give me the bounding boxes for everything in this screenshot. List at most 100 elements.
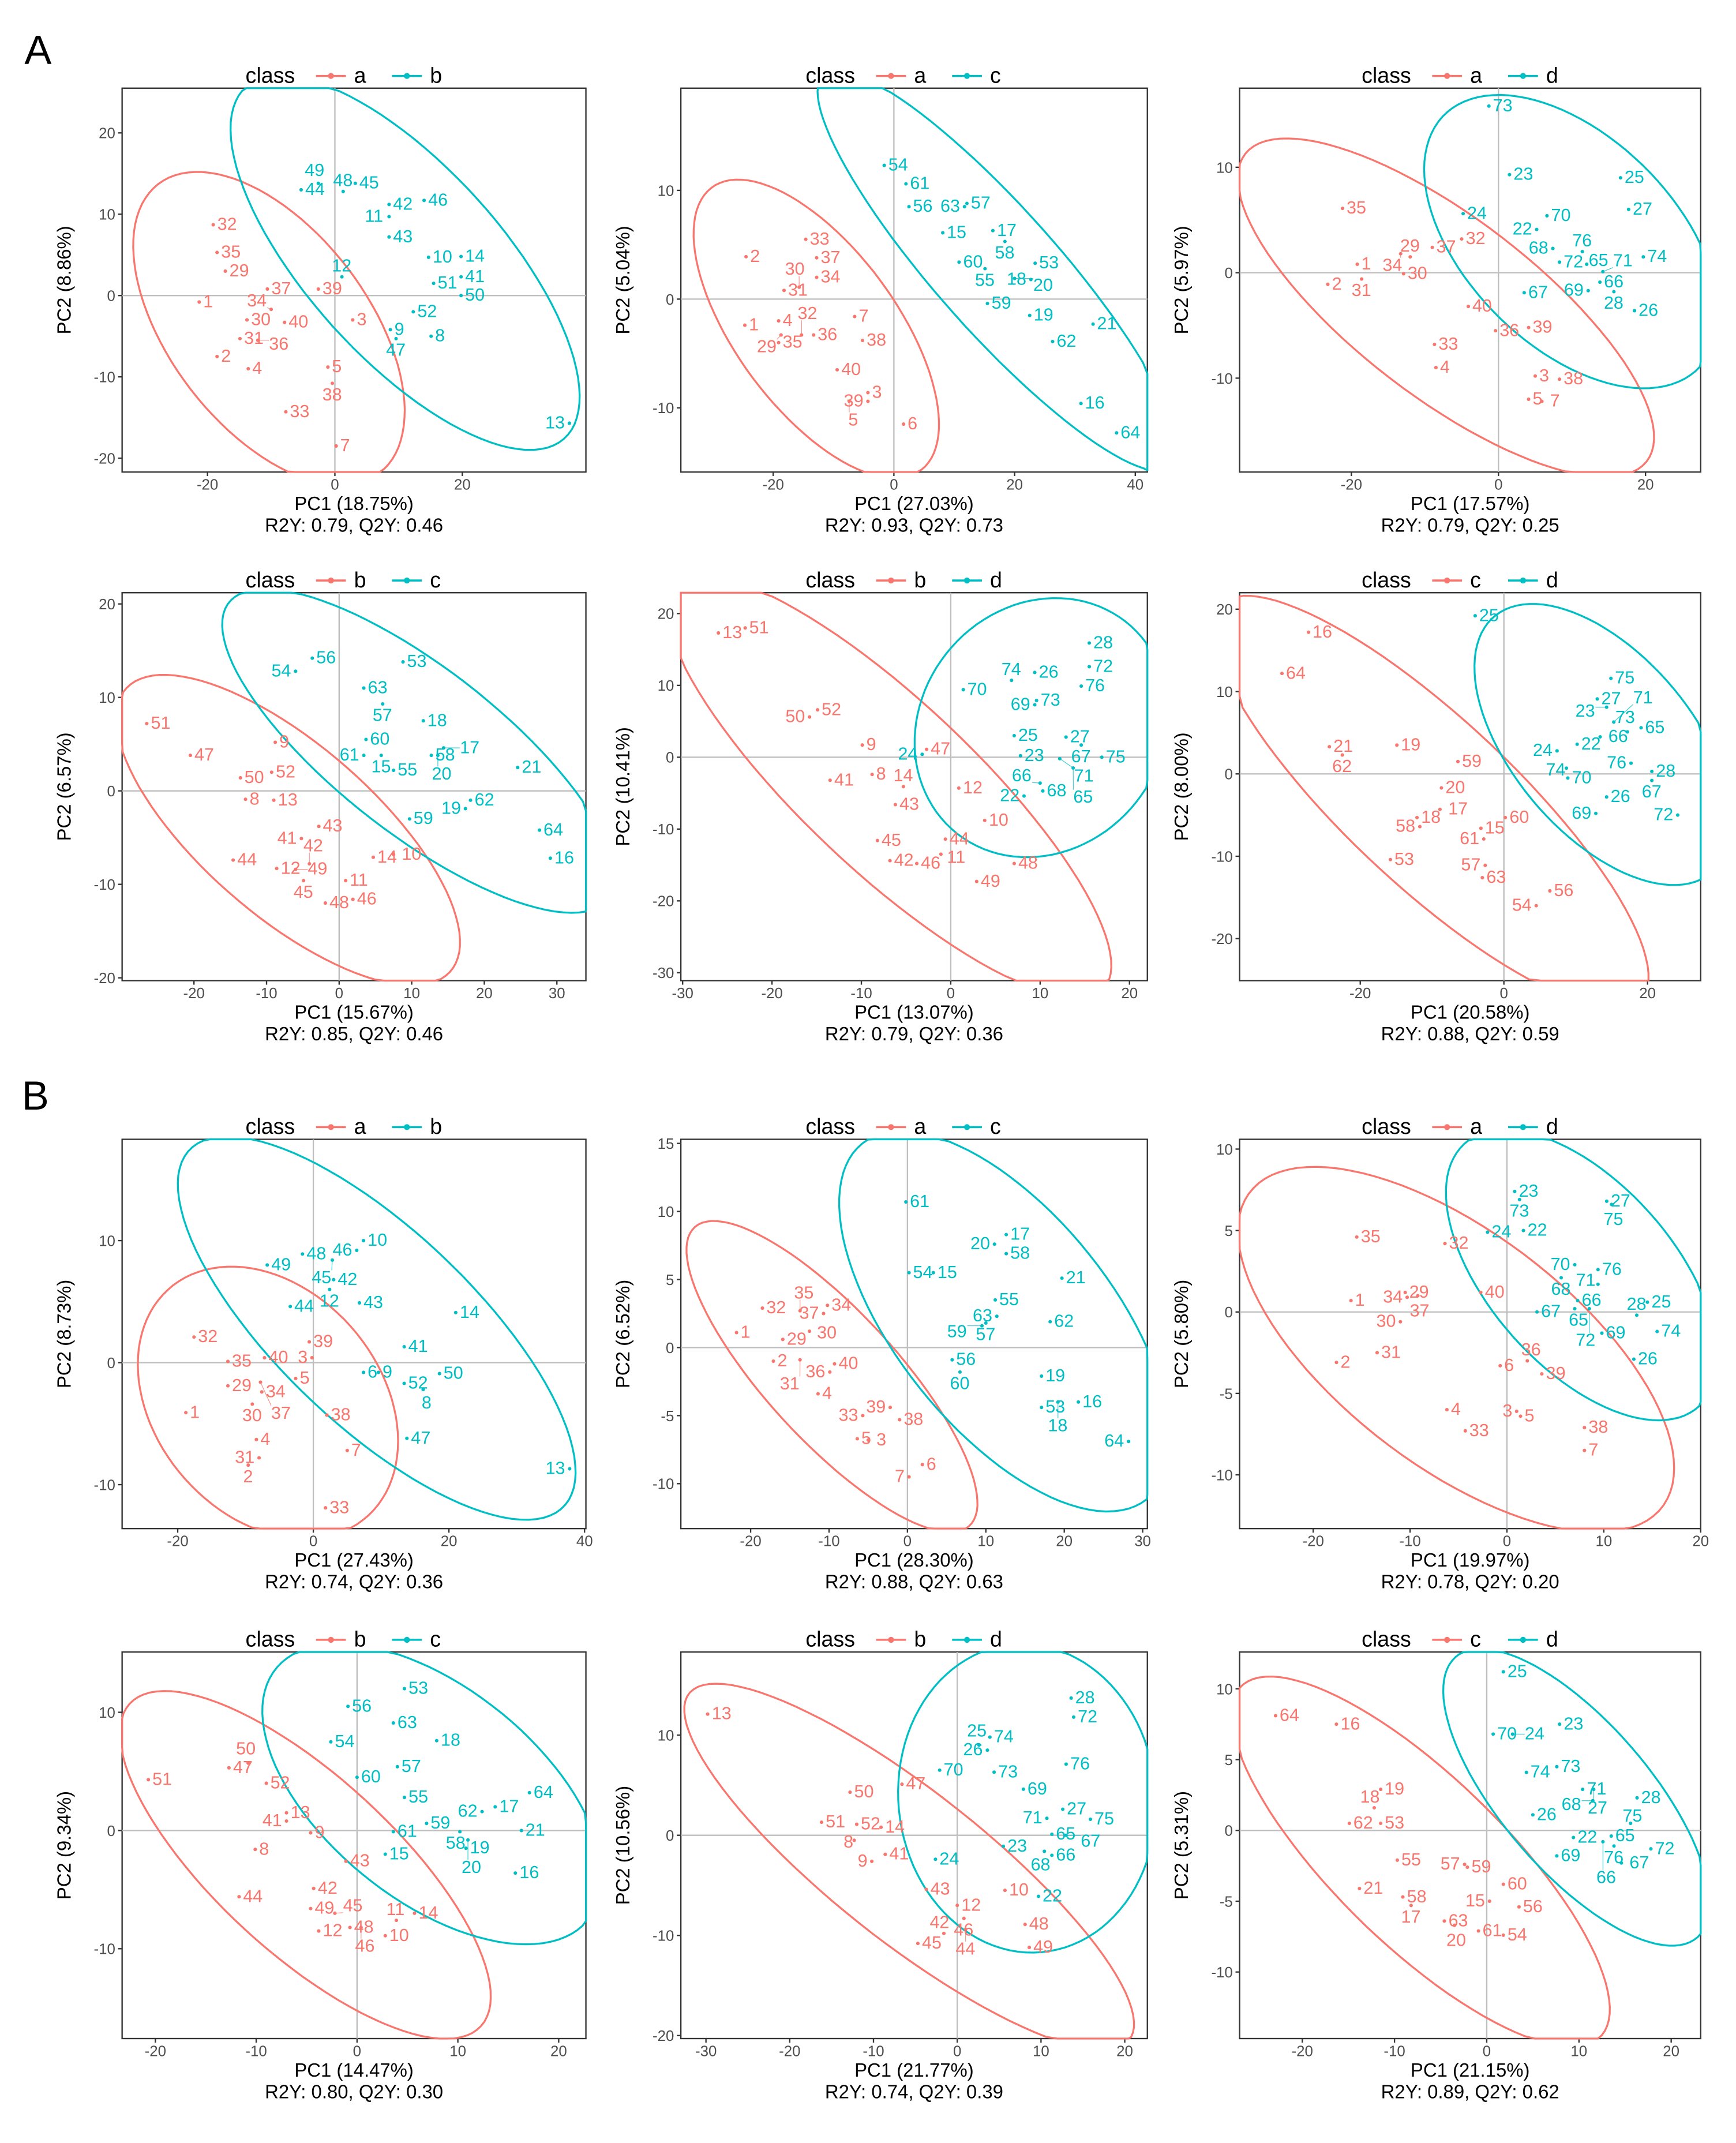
sample-label: 66	[1608, 726, 1628, 746]
y-tick-label: 5	[666, 1272, 674, 1288]
y-tick-label: 0	[107, 784, 115, 800]
sample-label: 11	[350, 870, 368, 890]
legend-class-label: d	[1546, 1114, 1558, 1138]
sample-label: 71	[1613, 250, 1633, 270]
sample-label: 60	[950, 1374, 969, 1393]
sample-label: 29	[787, 1329, 807, 1348]
sample-label: 8	[422, 1393, 432, 1413]
sample-label: 26	[963, 1740, 983, 1759]
sample-label: 39	[323, 279, 342, 298]
sample-label: 48	[1029, 1914, 1049, 1934]
legend-title: class	[1362, 568, 1411, 592]
sample-point-b	[567, 421, 571, 425]
sample-point-b	[299, 188, 303, 192]
sample-point-b	[870, 1859, 874, 1863]
x-tick-label: -10	[1383, 2044, 1405, 2060]
sample-label: 58	[436, 745, 455, 765]
sample-point-c	[1091, 322, 1095, 326]
sample-point-c	[1048, 1320, 1052, 1324]
sample-label: 75	[1615, 668, 1634, 688]
legend-key-dot	[328, 1124, 334, 1130]
sample-label: 43	[350, 1851, 370, 1871]
sample-label: 74	[1546, 760, 1565, 780]
legend-title: class	[805, 1114, 855, 1138]
legend-class-label: b	[914, 568, 926, 592]
confidence-ellipse-a	[132, 171, 406, 473]
sample-label: 57	[971, 193, 991, 213]
sample-point-d	[1064, 735, 1068, 739]
sample-label: 20	[462, 1857, 481, 1877]
y-tick-label: -10	[1211, 371, 1232, 387]
sample-point-b	[453, 1310, 458, 1314]
sample-label: 42	[318, 1878, 338, 1898]
sample-point-a	[1479, 1290, 1483, 1294]
sample-label: 70	[1551, 205, 1571, 225]
sample-point-a	[812, 333, 816, 337]
sample-point-c	[1273, 1714, 1277, 1718]
sample-label: 32	[198, 1327, 218, 1346]
sample-label: 63	[1449, 1910, 1468, 1930]
plot-frame	[121, 1138, 587, 1530]
sample-label: 66	[1582, 1290, 1602, 1310]
x-tick-label: 20	[441, 1534, 458, 1550]
sample-point-d	[977, 1743, 981, 1747]
sample-label: 69	[1028, 1779, 1047, 1799]
sample-point-d	[1559, 1276, 1563, 1280]
sample-point-b	[901, 785, 905, 789]
legend-class-label: a	[354, 1114, 366, 1138]
sample-label: 10	[389, 1925, 409, 1945]
sample-label: 61	[398, 1821, 417, 1841]
sample-point-d	[988, 1735, 992, 1739]
sample-label: 27	[1611, 1191, 1630, 1211]
sample-label: 1	[749, 315, 759, 335]
sample-label: 25	[1625, 167, 1644, 187]
sample-label: 47	[194, 745, 214, 765]
x-axis-label: PC1 (27.43%)	[294, 1549, 414, 1571]
sample-point-b	[706, 1712, 710, 1716]
sample-point-d	[1545, 213, 1549, 218]
sample-label: 76	[1572, 231, 1592, 250]
sample-point-d	[1598, 735, 1602, 739]
sample-point-c	[1040, 1406, 1044, 1410]
sample-point-b	[459, 275, 463, 279]
y-axis-label: PC2 (9.34%)	[53, 1791, 74, 1900]
sample-point-a	[1527, 325, 1531, 329]
sample-point-c	[1452, 1923, 1457, 1927]
y-tick-label: -10	[653, 1928, 674, 1945]
sample-label: 49	[981, 871, 1000, 891]
x-axis-label: PC1 (21.15%)	[1411, 2059, 1530, 2081]
sample-label: 72	[1655, 1838, 1675, 1858]
sample-point-c	[1379, 1821, 1383, 1826]
x-axis-label: PC1 (21.77%)	[854, 2059, 974, 2081]
sample-point-c	[1060, 1276, 1064, 1280]
confidence-ellipse-d	[1423, 93, 1702, 389]
sample-point-b	[299, 837, 303, 841]
y-tick-label: 20	[658, 606, 674, 623]
sample-label: 69	[1606, 1322, 1625, 1342]
sample-point-c	[1379, 1788, 1383, 1792]
sample-point-b	[925, 747, 929, 751]
sample-point-d	[1535, 227, 1539, 231]
sample-label: 9	[314, 1823, 324, 1842]
sample-point-d	[1088, 1817, 1093, 1821]
sample-label: 27	[1067, 1799, 1086, 1819]
legend-title: class	[1362, 1627, 1411, 1651]
sample-point-c	[436, 754, 440, 758]
sample-point-d	[938, 1768, 942, 1772]
sample-point-a	[265, 287, 269, 291]
sample-point-a	[866, 1438, 870, 1442]
y-tick-label: 0	[1224, 265, 1232, 282]
sample-point-d	[961, 688, 965, 692]
sample-point-a	[798, 1358, 802, 1362]
sample-point-a	[847, 399, 852, 403]
sample-label: 57	[373, 706, 392, 725]
sample-label: 62	[475, 790, 494, 810]
sample-point-d	[1473, 614, 1477, 618]
sample-point-c	[1438, 807, 1442, 811]
sample-point-c	[993, 1298, 998, 1302]
sample-label: 20	[432, 764, 452, 784]
sample-label: 45	[312, 1268, 331, 1287]
sample-point-b	[332, 1277, 336, 1282]
sample-point-b	[963, 1927, 968, 1931]
x-tick-label: 20	[476, 986, 493, 1002]
